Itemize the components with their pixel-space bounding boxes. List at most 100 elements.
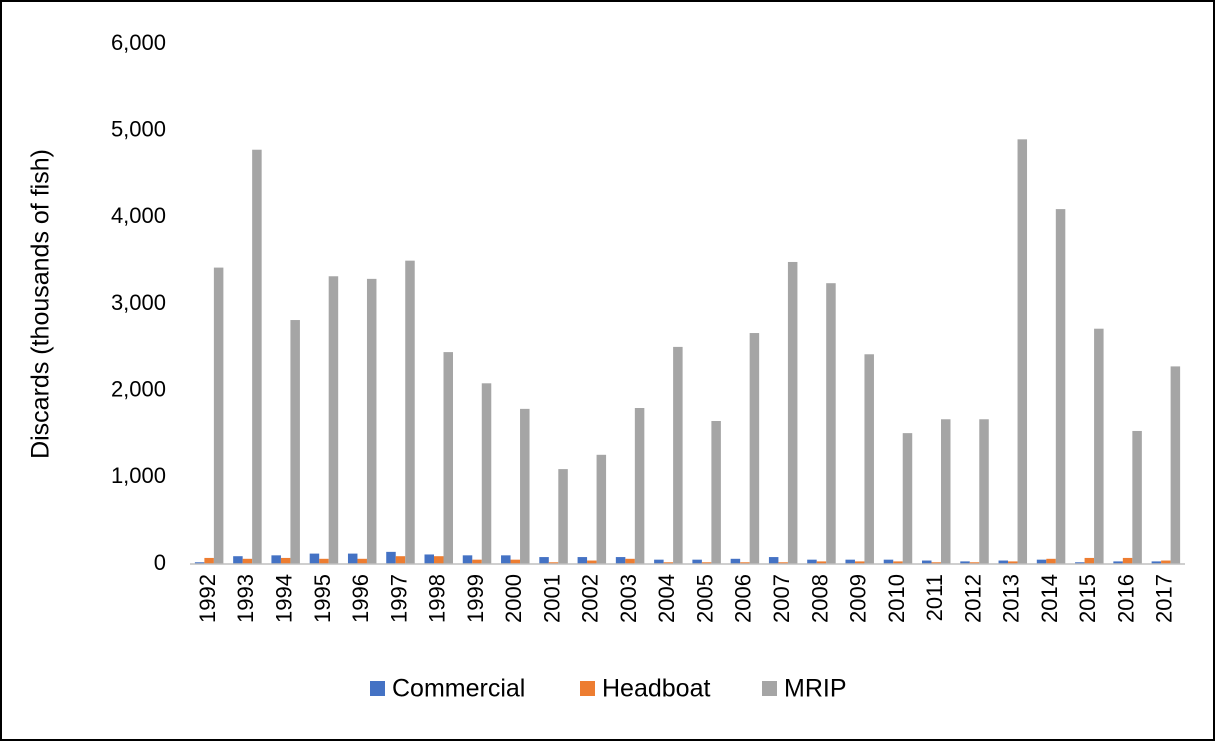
bar — [960, 561, 970, 564]
bar — [539, 557, 549, 564]
x-tick-label: 1997 — [386, 574, 411, 623]
bar — [395, 556, 406, 564]
bar — [271, 555, 281, 564]
x-tick-label: 2009 — [846, 574, 871, 623]
x-tick-label: 1994 — [271, 574, 296, 623]
bar — [443, 352, 453, 564]
bar — [577, 557, 588, 564]
x-tick-label: 1999 — [463, 574, 488, 623]
x-tick-label: 2017 — [1152, 574, 1177, 623]
bar — [1132, 430, 1142, 564]
x-tick-label: 2016 — [1113, 574, 1138, 623]
bar — [1094, 328, 1104, 564]
bar — [883, 559, 894, 564]
bar — [434, 556, 444, 564]
bar — [290, 320, 300, 564]
bar — [826, 283, 836, 564]
legend-swatch — [580, 681, 595, 696]
legend-label: MRIP — [784, 675, 847, 703]
x-tick-label: 2004 — [654, 574, 679, 623]
bar — [242, 558, 253, 564]
x-tick-label: 2012 — [960, 574, 985, 623]
bar — [845, 559, 855, 564]
x-tick-label: 1995 — [310, 574, 335, 623]
bar — [587, 560, 597, 564]
bar — [998, 560, 1009, 564]
x-tick-label: 1996 — [348, 574, 373, 623]
bar — [233, 556, 243, 564]
x-tick-label: 2014 — [1037, 574, 1062, 623]
bar — [309, 553, 320, 564]
bar — [204, 557, 214, 564]
bar — [1151, 561, 1162, 564]
x-tick-label: 2002 — [578, 574, 603, 623]
bar — [1046, 558, 1056, 564]
x-tick-label: 1993 — [233, 574, 258, 623]
bar — [194, 562, 205, 564]
bar — [366, 278, 377, 564]
x-tick-label: 2005 — [692, 574, 717, 623]
bar — [280, 557, 291, 564]
x-tick-label: 2013 — [999, 574, 1024, 623]
bar — [520, 408, 530, 564]
y-tick-label: 3,000 — [111, 290, 166, 315]
bar — [357, 558, 367, 564]
x-tick-label: 2003 — [616, 574, 641, 623]
y-tick-label: 4,000 — [111, 203, 166, 228]
bar — [1122, 557, 1133, 564]
bar — [424, 554, 434, 564]
x-tick-label: 1998 — [425, 574, 450, 623]
bar — [596, 454, 607, 564]
bar — [673, 346, 683, 564]
bar — [740, 562, 750, 564]
x-tick-label: 2006 — [731, 574, 756, 623]
bar — [692, 559, 702, 564]
bar — [472, 559, 482, 564]
bar — [893, 561, 903, 564]
bar — [252, 149, 262, 564]
bar — [749, 333, 760, 564]
bar — [1017, 139, 1028, 565]
bar — [405, 260, 415, 564]
bar — [558, 469, 568, 564]
bar — [510, 559, 521, 564]
bar — [328, 276, 339, 564]
bar — [1113, 561, 1123, 564]
x-tick-label: 2007 — [769, 574, 794, 623]
bar — [768, 557, 779, 564]
y-tick-label: 6,000 — [111, 30, 166, 55]
y-tick-label: 1,000 — [111, 463, 166, 488]
bar — [931, 562, 941, 564]
bar — [711, 421, 721, 564]
bar — [787, 261, 798, 564]
x-tick-label: 2011 — [922, 574, 947, 621]
bar — [481, 383, 492, 564]
x-tick-label: 2000 — [501, 574, 526, 623]
bar — [1170, 366, 1181, 564]
bar — [347, 553, 358, 564]
bar — [979, 419, 989, 564]
bar — [854, 561, 865, 564]
bar — [663, 562, 674, 564]
legend-label: Commercial — [392, 675, 525, 703]
bar — [1161, 560, 1171, 564]
y-tick-label: 0 — [154, 550, 166, 575]
x-tick-label: 2015 — [1075, 574, 1100, 623]
bar — [1084, 557, 1095, 564]
legend-label: Headboat — [602, 675, 710, 703]
x-tick-label: 2001 — [539, 574, 564, 623]
bar — [615, 557, 626, 564]
bar — [1055, 209, 1066, 564]
bar — [319, 558, 329, 564]
bar — [969, 562, 980, 564]
bar — [701, 562, 712, 564]
bar — [1008, 561, 1018, 564]
legend-swatch — [762, 681, 777, 696]
y-axis-title: Discards (thousands of fish) — [27, 149, 55, 459]
bar — [462, 555, 473, 564]
bar — [1075, 562, 1085, 564]
bar — [654, 559, 664, 564]
